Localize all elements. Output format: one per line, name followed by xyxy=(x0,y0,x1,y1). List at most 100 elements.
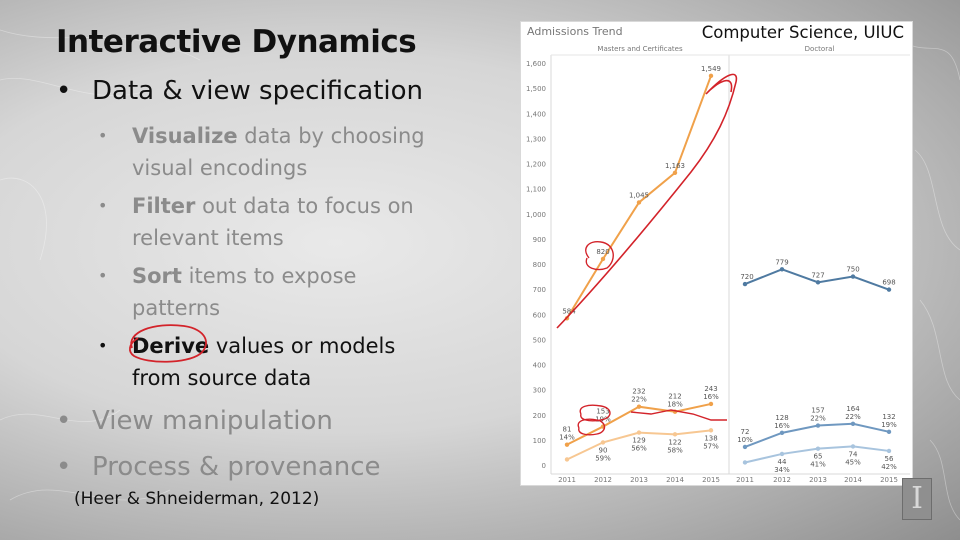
y-tick-label: 800 xyxy=(533,261,546,269)
bullet-dot: • xyxy=(56,76,72,106)
data-label: 584 xyxy=(562,307,576,315)
data-point xyxy=(850,444,856,449)
data-label: 1,549 xyxy=(701,65,721,73)
x-tick-label: 2011 xyxy=(558,476,576,484)
red-circle-annotation xyxy=(577,418,606,436)
x-tick-label: 2013 xyxy=(630,476,648,484)
data-label: 56% xyxy=(631,445,647,453)
data-label: 14% xyxy=(559,434,575,442)
data-point xyxy=(564,442,570,447)
y-tick-label: 200 xyxy=(533,412,546,420)
data-label: 58% xyxy=(667,446,683,454)
admissions-chart-panel: Masters and Certificates Doctoral 0 100 200 3… xyxy=(520,21,913,486)
data-label: 10% xyxy=(737,436,753,444)
data-label: 19% xyxy=(881,421,897,429)
data-point xyxy=(815,280,821,285)
keyword-filter: Filter xyxy=(132,194,196,218)
data-point xyxy=(886,448,892,454)
data-label: 779 xyxy=(775,258,788,266)
panel-header: Masters and Certificates xyxy=(597,45,683,53)
data-label: 34% xyxy=(774,466,790,474)
sub-bullet-text: Sort items to expose patterns xyxy=(132,260,432,324)
bullet-dot: • xyxy=(56,406,72,436)
data-label: 18% xyxy=(667,401,683,409)
data-point xyxy=(779,451,785,457)
data-label: 16% xyxy=(703,393,719,401)
sub-bullet-text: Filter out data to focus on relevant ite… xyxy=(132,190,432,254)
x-tick-label: 2012 xyxy=(773,476,791,484)
y-tick-label: 100 xyxy=(533,437,546,445)
y-tick-label: 0 xyxy=(542,462,546,470)
data-label: 122 xyxy=(668,438,681,446)
bullet-dot: • xyxy=(98,266,108,285)
data-point xyxy=(779,267,785,272)
citation: (Heer & Shneiderman, 2012) xyxy=(74,489,320,509)
panel-header: Doctoral xyxy=(805,45,835,53)
data-label: 42% xyxy=(881,463,897,471)
data-point xyxy=(742,444,748,450)
x-tick-label: 2015 xyxy=(880,476,898,484)
data-point xyxy=(850,421,856,426)
data-point xyxy=(815,446,821,451)
keyword-sort: Sort xyxy=(132,264,182,288)
data-label: 22% xyxy=(845,413,861,421)
y-tick-label: 1,000 xyxy=(526,211,546,219)
bullet-dot: • xyxy=(56,452,72,482)
y-tick-label: 1,100 xyxy=(526,186,546,194)
data-label: 698 xyxy=(882,279,895,287)
bullet-dot: • xyxy=(98,196,108,215)
bullet-text: Process & provenance xyxy=(92,452,381,482)
data-label: 65 xyxy=(814,453,823,461)
y-tick-label: 500 xyxy=(533,336,546,344)
data-label: 153 xyxy=(596,408,609,416)
data-point xyxy=(779,430,785,436)
data-label: 820 xyxy=(596,248,609,256)
data-label: 232 xyxy=(632,388,645,396)
sub-bullet-rest: data by choosing visual encodings xyxy=(132,124,425,180)
red-derived-line-annotation xyxy=(630,409,727,421)
data-point xyxy=(636,404,642,409)
x-tick-label: 2014 xyxy=(666,476,684,484)
data-label: 22% xyxy=(810,415,826,423)
data-label: 243 xyxy=(704,385,717,393)
data-point xyxy=(850,274,856,279)
x-tick-label: 2011 xyxy=(736,476,754,484)
data-point xyxy=(886,429,892,435)
data-point xyxy=(672,432,678,437)
data-label: 720 xyxy=(740,273,753,281)
data-label: 138 xyxy=(704,434,717,442)
data-point xyxy=(742,460,748,465)
data-point xyxy=(815,423,821,428)
y-tick-label: 1,200 xyxy=(526,161,546,169)
x-tick-label: 2013 xyxy=(809,476,827,484)
data-label: 90 xyxy=(599,446,608,454)
sub-bullet-text: Derive values or models from source data xyxy=(132,330,432,394)
data-label: 59% xyxy=(595,454,611,462)
data-label: 727 xyxy=(811,271,824,279)
data-point xyxy=(636,200,642,205)
sub-bullet-rest: out data to focus on relevant items xyxy=(132,194,414,250)
derive-circle-annotation xyxy=(129,324,207,363)
data-label: 129 xyxy=(632,437,645,445)
data-label: 164 xyxy=(846,405,860,413)
data-label: 74 xyxy=(849,450,858,458)
data-point xyxy=(742,281,748,287)
data-point xyxy=(672,170,678,175)
data-point xyxy=(600,440,606,445)
data-label: 72 xyxy=(741,428,750,436)
x-tick-label: 2012 xyxy=(594,476,612,484)
data-label: 212 xyxy=(668,393,681,401)
data-label: 16% xyxy=(774,422,790,430)
y-tick-label: 1,600 xyxy=(526,60,546,68)
sub-bullet-rest: items to expose patterns xyxy=(132,264,357,320)
data-label: 22% xyxy=(631,396,647,404)
data-label: 56 xyxy=(885,455,894,463)
keyword-derive: Derive xyxy=(132,334,210,358)
data-label: 750 xyxy=(846,266,859,274)
slide-title: Interactive Dynamics xyxy=(56,24,417,60)
data-label: 44 xyxy=(778,458,787,466)
data-label: 1,045 xyxy=(629,191,649,199)
keyword-visualize: Visualize xyxy=(132,124,238,148)
bullet-text: Data & view specification xyxy=(92,76,423,106)
data-point xyxy=(564,457,570,462)
